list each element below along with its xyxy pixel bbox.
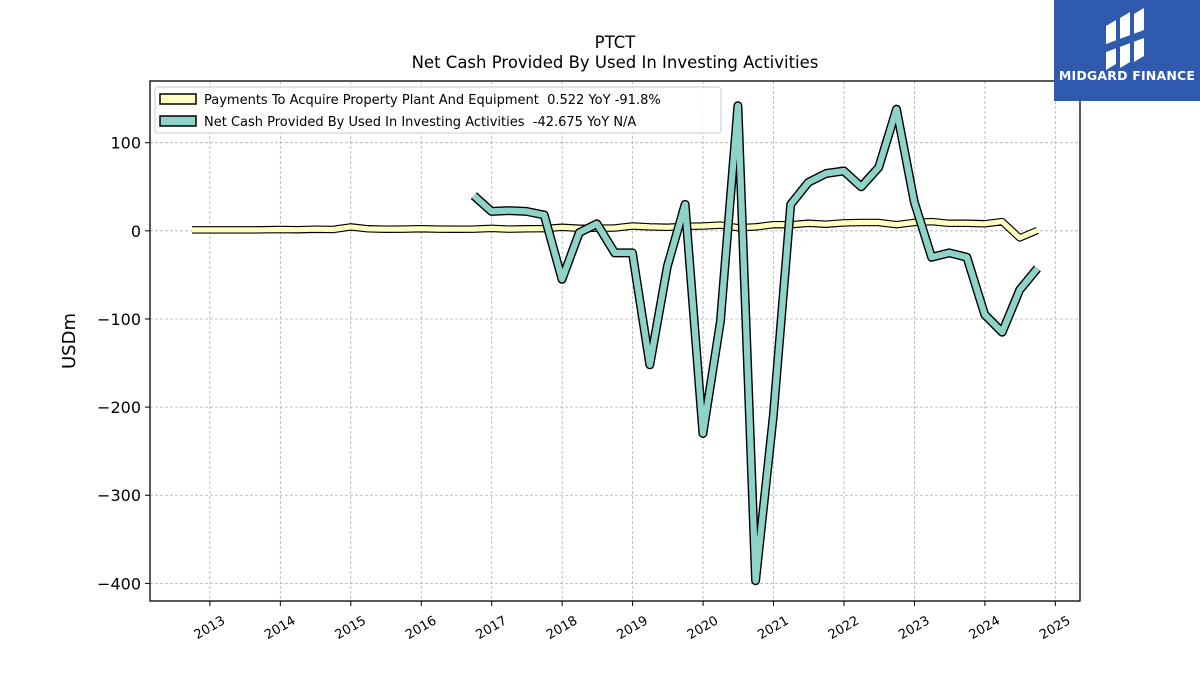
y-axis-label: USDm <box>59 313 80 369</box>
y-tick-label: −100 <box>97 310 141 329</box>
x-axis-ticks: 2013 2014 2015 2016 2017 2018 2019 2020 2021 2022… <box>192 601 1073 643</box>
x-tick-label: 2016 <box>403 613 439 643</box>
legend-label-investing: Net Cash Provided By Used In Investing A… <box>204 115 636 130</box>
x-tick-label: 2021 <box>755 613 791 643</box>
x-tick-label: 2024 <box>967 613 1003 643</box>
chart-title: PTCT <box>595 33 637 52</box>
plot-frame <box>149 80 1081 602</box>
grid <box>150 81 1080 601</box>
x-tick-label: 2020 <box>685 613 721 643</box>
plot-lines <box>192 101 1041 586</box>
x-tick-label: 2025 <box>1037 613 1073 643</box>
legend-box <box>154 86 722 134</box>
x-tick-label: 2019 <box>614 613 650 643</box>
x-tick-label: 2014 <box>262 613 298 643</box>
x-tick-label: 2022 <box>826 613 862 643</box>
legend-swatch-ppe <box>159 93 197 105</box>
y-tick-label: −200 <box>97 398 141 417</box>
y-tick-label: −400 <box>97 574 141 593</box>
logo-mark-icon <box>1106 8 1144 70</box>
legend-label-ppe: Payments To Acquire Property Plant And E… <box>204 93 661 108</box>
chart-subtitle: Net Cash Provided By Used In Investing A… <box>412 53 819 72</box>
midgard-finance-logo: MIDGARD FINANCE <box>1054 0 1200 101</box>
series-line-0 <box>192 219 1039 241</box>
x-tick-label: 2017 <box>474 613 510 643</box>
x-tick-label: 2023 <box>896 613 932 643</box>
logo-text: MIDGARD FINANCE <box>1058 68 1196 83</box>
y-tick-label: 100 <box>110 134 141 153</box>
x-tick-label: 2015 <box>333 613 369 643</box>
x-tick-label: 2013 <box>192 613 228 643</box>
y-axis-ticks: −400 −300 −200 −100 0 100 <box>97 134 150 593</box>
x-tick-label: 2018 <box>544 613 580 643</box>
legend-swatch-investing <box>159 115 197 127</box>
y-tick-label: −300 <box>97 486 141 505</box>
series-line-1 <box>471 102 1040 584</box>
legend: Payments To Acquire Property Plant And E… <box>154 86 722 134</box>
y-tick-label: 0 <box>131 222 141 241</box>
